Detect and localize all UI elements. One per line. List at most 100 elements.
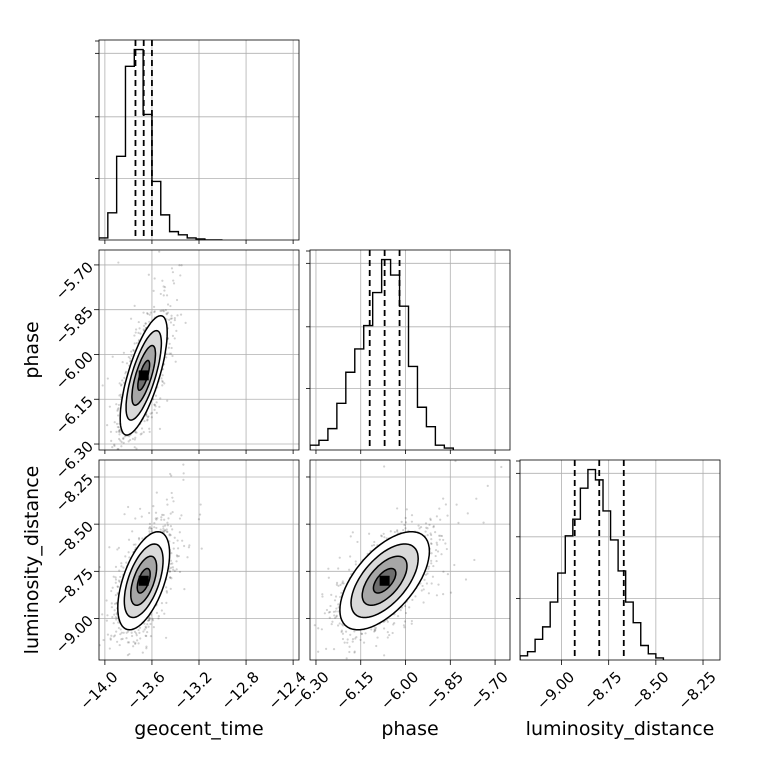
- sample-point: [172, 547, 175, 550]
- sample-point: [178, 517, 182, 520]
- sample-point: [359, 638, 362, 642]
- sample-point: [152, 305, 156, 308]
- sample-point: [124, 370, 128, 373]
- sample-point: [127, 505, 130, 509]
- sample-point: [388, 633, 391, 637]
- sample-point: [146, 312, 149, 316]
- x-tick-label: −8.75: [580, 668, 625, 713]
- sample-point: [132, 349, 136, 352]
- sample-point: [152, 289, 155, 292]
- sample-point: [153, 277, 156, 280]
- sample-point: [129, 438, 132, 442]
- sample-point: [408, 606, 411, 609]
- sample-point: [165, 312, 168, 315]
- x-tick-label: −5.85: [422, 668, 467, 713]
- sample-point: [134, 641, 137, 644]
- contour-line: [137, 359, 151, 392]
- sample-point: [158, 250, 161, 253]
- sample-point: [434, 554, 437, 558]
- sample-point: [148, 427, 151, 430]
- sample-point: [148, 616, 151, 619]
- sample-point: [373, 630, 376, 633]
- sample-point: [424, 522, 428, 525]
- sample-point: [148, 511, 151, 515]
- x-tick-label: −8.50: [627, 668, 672, 713]
- sample-point: [148, 525, 152, 529]
- sample-point: [404, 521, 408, 524]
- sample-point: [116, 548, 119, 551]
- sample-point: [143, 622, 146, 625]
- sample-point: [328, 610, 332, 614]
- sample-point: [158, 405, 161, 408]
- sample-point: [153, 310, 156, 314]
- sample-point: [335, 615, 338, 618]
- sample-point: [332, 610, 336, 613]
- sample-point: [432, 524, 435, 528]
- sample-point: [120, 445, 123, 448]
- hist-panel-phase: [306, 249, 511, 451]
- sample-point: [174, 360, 177, 363]
- sample-point: [160, 518, 163, 521]
- sample-point: [115, 430, 118, 434]
- sample-point: [108, 405, 111, 408]
- sample-point: [353, 651, 356, 654]
- sample-point: [119, 633, 122, 636]
- sample-point: [116, 585, 119, 589]
- sample-point: [118, 382, 121, 385]
- sample-point: [137, 320, 140, 324]
- sample-point: [134, 331, 137, 334]
- x-tick-label: −13.2: [171, 668, 216, 713]
- sample-point: [120, 565, 123, 568]
- sample-point: [171, 562, 174, 565]
- density-peak: [379, 575, 390, 586]
- sample-point: [134, 436, 137, 439]
- sample-point: [396, 529, 399, 532]
- sample-point: [197, 518, 201, 521]
- sample-point: [101, 384, 104, 387]
- sample-point: [148, 618, 151, 621]
- y-tick-label: −6.30: [52, 437, 97, 482]
- sample-point: [150, 416, 153, 419]
- x-tick-label: −8.25: [675, 668, 720, 713]
- sample-point: [335, 583, 338, 586]
- sample-point: [373, 629, 377, 632]
- sample-point: [175, 298, 179, 302]
- sample-point: [156, 517, 159, 520]
- density: [99, 463, 203, 657]
- sample-point: [173, 337, 176, 340]
- sample-point: [135, 632, 138, 635]
- sample-point: [442, 497, 445, 500]
- sample-point: [111, 355, 114, 358]
- sample-point: [166, 303, 170, 306]
- x-tick-label: −6.00: [377, 668, 422, 713]
- sample-point: [106, 424, 109, 427]
- sample-point: [337, 603, 340, 606]
- sample-point: [169, 559, 172, 562]
- sample-point: [113, 443, 116, 446]
- sample-point: [150, 527, 153, 530]
- sample-point: [118, 437, 121, 441]
- sample-point: [380, 535, 383, 538]
- sample-point: [116, 425, 119, 429]
- sample-point: [335, 607, 338, 610]
- sample-point: [119, 460, 121, 462]
- sample-point: [144, 322, 147, 325]
- sample-point: [175, 329, 178, 332]
- sample-point: [410, 622, 413, 625]
- sample-point: [132, 640, 135, 643]
- sample-point: [183, 544, 186, 548]
- sample-point: [147, 619, 150, 622]
- sample-point: [142, 431, 145, 434]
- sample-point: [125, 636, 128, 640]
- sample-point: [155, 401, 158, 404]
- sample-point: [113, 421, 116, 424]
- sample-point: [120, 638, 123, 641]
- sample-point: [340, 591, 343, 595]
- sample-point: [133, 630, 137, 633]
- sample-point: [153, 408, 156, 411]
- sample-point: [153, 403, 156, 407]
- sample-point: [161, 380, 164, 384]
- sample-point: [119, 439, 122, 442]
- sample-point: [173, 536, 176, 539]
- sample-point: [167, 517, 170, 520]
